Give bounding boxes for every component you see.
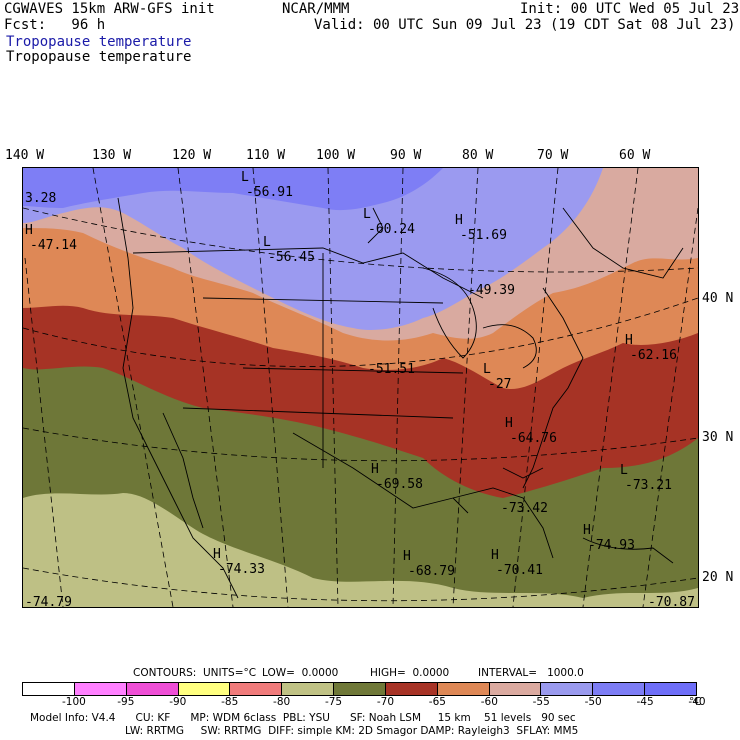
extremum-value: -70.41 [496,563,543,578]
extremum-value: -64.76 [510,431,557,446]
colorbar-tick-label: -65 [428,696,446,708]
extremum-type: H [583,523,591,538]
extremum-type: H [491,548,499,563]
boundaries [117,197,684,599]
lon-label: 100 W [316,148,356,163]
band-warm [23,168,603,330]
colorbar-cell [541,683,594,695]
extremum-value: -49.39 [468,283,515,298]
colorbar-tick-label: -80 [273,696,291,708]
colorbar-cell [230,683,283,695]
lon-label: 90 W [390,148,422,163]
extremum-value: -74.33 [218,562,265,577]
lon-label: 140 W [5,148,45,163]
extremum-value: -27 [488,377,511,392]
extremum-value: 3.28 [25,191,56,206]
extremum-type: L [620,463,628,478]
colorbar-cell [645,683,696,695]
colorbar-cell [489,683,542,695]
colorbar-tick-label: -95 [117,696,135,708]
colorbar-tick-label: -40 [688,696,706,708]
lat-label: 30 N [702,430,734,445]
colorbar-cell [593,683,646,695]
extrema-labels: H 3.28 L L H L -49.39 H -51.51 L H L H -… [25,170,695,607]
map-svg: H 3.28 L L H L -49.39 H -51.51 L H L H -… [23,168,698,607]
colorbar-tick-label: -60 [480,696,498,708]
extremum-value: -68.79 [408,564,455,579]
extremum-value: -73.21 [625,478,672,493]
extremum-value: -47.14 [30,238,77,253]
forecast-hour: Fcst: 96 h [4,17,106,33]
lon-label: 80 W [462,148,494,163]
colorbar [22,682,697,696]
colorbar-tick-label: -90 [169,696,187,708]
extremum-value: -62.16 [630,348,677,363]
extremum-type: H [25,223,33,238]
high-label: HIGH= 0.0000 [370,667,450,679]
extremum-value: -51.69 [460,228,507,243]
extremum-type: H [455,213,463,228]
extremum-value: -74.79 [25,595,72,607]
colorbar-tick-label: -45 [636,696,654,708]
colorbar-cell [385,683,438,695]
lon-label: 70 W [537,148,569,163]
field-contour-title: Tropopause temperature [6,49,192,65]
interval-label: INTERVAL= 1000.0 [478,667,584,679]
low-label: LOW= 0.0000 [262,667,339,679]
extremum-value: -73.42 [501,501,548,516]
graticule [23,168,698,607]
colorbar-tick-label: -85 [221,696,239,708]
colorbar-tick-label: -70 [376,696,395,708]
init-time: Init: 00 UTC Wed 05 Jul 23 [520,1,740,17]
extremum-value: -56.45 [268,250,315,265]
colorbar-cell [334,683,386,695]
band-very-warm [23,168,443,211]
org-label: NCAR/MMM [282,1,350,17]
colorbar-cell [126,683,179,695]
extremum-type: H [403,549,411,564]
colorbar-unit: °C [689,696,702,708]
colorbar-cell [178,683,231,695]
extremum-value: -74.93 [588,538,635,553]
lat-label: 40 N [702,291,734,306]
extremum-value: -70.87 [648,595,695,607]
extremum-type: H [505,416,513,431]
colorbar-cell [74,683,127,695]
colorbar-tick-label: -50 [584,696,602,708]
lon-label: 60 W [619,148,651,163]
contours-label: CONTOURS: [133,667,197,679]
colorbar-cell [437,683,490,695]
colorbar-tick-label: -100 [62,696,86,708]
model-info-line2: LW: RRTMG SW: RRTMG DIFF: simple KM: 2D … [125,725,579,737]
valid-time: Valid: 00 UTC Sun 09 Jul 23 (19 CDT Sat … [314,17,736,33]
colorbar-tick-label: -75 [324,696,343,708]
lon-label: 130 W [92,148,132,163]
extremum-type: H [371,462,379,477]
extremum-value: -51.51 [368,362,415,377]
lon-label: 120 W [172,148,212,163]
colorbar-cell [23,683,75,695]
extremum-value: -56.91 [246,185,293,200]
lat-label: 20 N [702,570,734,585]
extremum-value: -60.24 [368,222,415,237]
extremum-type: L [363,207,371,222]
units-label: UNITS=°C [203,667,257,679]
colorbar-tick-label: -55 [532,696,550,708]
model-info-line1: Model Info: V4.4 CU: KF MP: WDM 6class P… [30,712,576,724]
extremum-value: -69.58 [376,477,423,492]
model-title: CGWAVES 15km ARW-GFS init [4,1,215,17]
extremum-type: H [213,547,221,562]
field-colored-title: Tropopause temperature [6,34,192,50]
extremum-type: L [241,170,249,185]
extremum-type: L [483,362,491,377]
map-panel: H 3.28 L L H L -49.39 H -51.51 L H L H -… [22,167,699,608]
extremum-type: L [263,235,271,250]
colorbar-cell [282,683,335,695]
lon-label: 110 W [246,148,286,163]
extremum-type: H [625,333,633,348]
